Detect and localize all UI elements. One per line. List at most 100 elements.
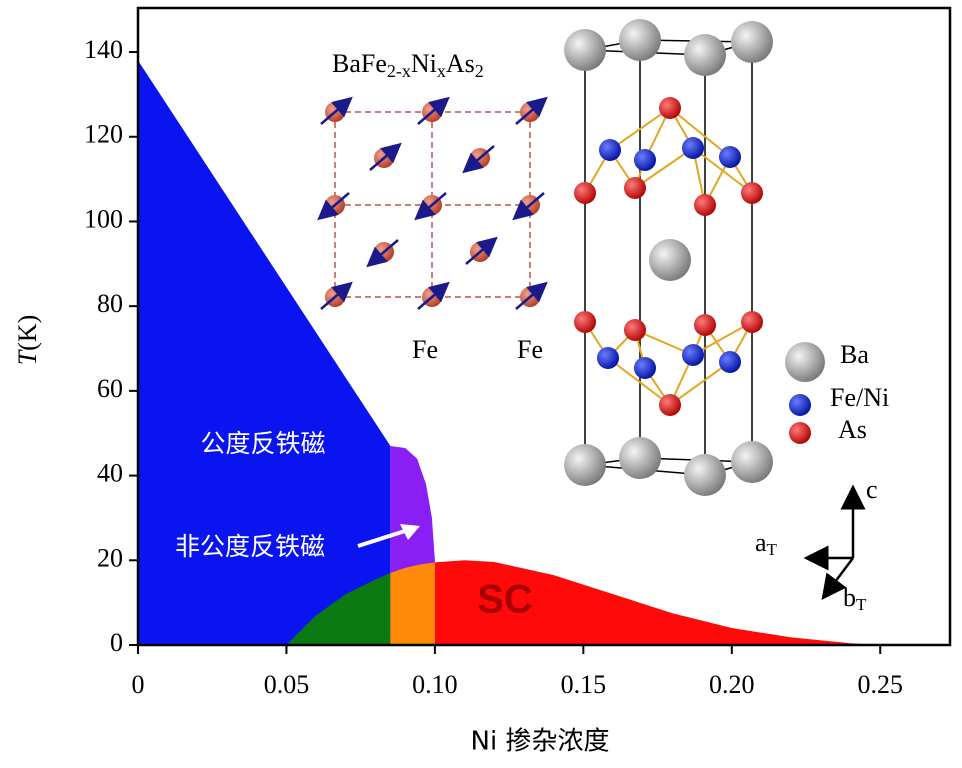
spin-arrow	[320, 281, 353, 310]
axis-label: c	[866, 475, 878, 504]
spin-arrow	[414, 192, 447, 221]
y-axis-label-symbol: T	[13, 349, 42, 365]
ba-atom	[684, 34, 726, 76]
ba-atom	[564, 29, 606, 71]
as-atom	[574, 311, 596, 333]
x-axis-label: Ni 掺杂浓度	[471, 727, 610, 757]
formula-part: BaFe	[332, 49, 387, 78]
y-tick-label: 140	[84, 35, 123, 64]
spin-arrow	[320, 96, 353, 125]
bond	[669, 361, 731, 406]
as-atom	[741, 311, 763, 333]
spin-arrow	[417, 96, 450, 125]
y-tick-label: 100	[84, 204, 123, 233]
y-tick-label: 60	[97, 374, 123, 403]
legend-label: Fe/Ni	[830, 383, 889, 412]
plot-area: 0 0.05 0.10 0.15 0.20 0.25 0 20 40 60 80 100 120 140	[84, 6, 952, 699]
y-tick-label: 0	[110, 628, 123, 657]
annotation-arrow	[357, 529, 406, 548]
fe-atom	[634, 357, 656, 379]
phase-region	[434, 560, 881, 645]
axis-b	[821, 557, 854, 600]
y-tick-label: 20	[97, 543, 123, 572]
phase-region	[138, 60, 391, 645]
fe-atom	[682, 344, 704, 366]
overlay: 公度反铁磁 非公度反铁磁 SC BaFe2-xNixAs2 Fe Fe Ba F…	[175, 19, 889, 622]
bond	[669, 107, 731, 158]
axis-label-part: a	[755, 528, 767, 557]
legend-as	[789, 422, 811, 444]
formula-sub: x	[437, 61, 446, 81]
x-tick-label: 0.25	[857, 670, 903, 699]
spin-arrow	[465, 236, 498, 265]
legend-label: As	[838, 415, 867, 444]
plot-frame	[136, 6, 952, 647]
y-tick-label: 120	[84, 120, 123, 149]
bond	[609, 107, 671, 151]
formula-sub: 2	[475, 61, 484, 81]
ba-atom	[684, 454, 726, 496]
formula-part: As	[446, 49, 475, 78]
annotation: SC	[477, 578, 533, 622]
as-atom	[741, 182, 763, 204]
bond	[692, 321, 753, 356]
fe-atom	[597, 347, 619, 369]
as-atom	[659, 97, 681, 119]
annotation: 公度反铁磁	[200, 429, 325, 458]
spin-arrow	[512, 192, 545, 221]
as-atom	[694, 314, 716, 336]
legend-ba	[785, 342, 825, 382]
spin-arrow	[317, 192, 350, 221]
as-atom	[574, 182, 596, 204]
fe-atom	[599, 139, 621, 161]
ba-atom	[731, 21, 773, 63]
annotation-arrowhead	[400, 524, 420, 540]
formula: BaFe2-xNixAs2	[332, 49, 484, 81]
x-tick-label: 0.10	[412, 670, 458, 699]
spin-arrow	[366, 239, 399, 268]
fe-atom	[719, 146, 741, 168]
x-tick-label: 0	[132, 670, 145, 699]
fe-atom	[682, 137, 704, 159]
as-atom	[694, 194, 716, 216]
legend-fe	[789, 394, 811, 416]
y-tick-label: 40	[97, 459, 123, 488]
axis-label-sub: T	[856, 595, 867, 614]
spin-arrow	[417, 281, 450, 310]
annotation: 非公度反铁磁	[175, 532, 325, 561]
y-tick-label: 80	[97, 289, 123, 318]
legend-label: Ba	[840, 340, 869, 369]
crystal-structure	[564, 19, 773, 496]
phase-region	[286, 572, 391, 645]
site-label: Fe	[517, 335, 543, 364]
y-axis-label-unit: (K)	[13, 315, 42, 351]
formula-part: Ni	[411, 49, 437, 78]
x-tick-label: 0.05	[264, 670, 310, 699]
fe-atom	[634, 149, 656, 171]
phase-region	[390, 562, 435, 645]
axis-label-sub: T	[767, 540, 778, 559]
y-axis-label: T(K)	[13, 315, 42, 366]
bond	[634, 147, 694, 189]
formula-sub: 2-x	[387, 61, 411, 81]
ba-atom	[731, 441, 773, 483]
spin-arrow	[369, 142, 402, 171]
ba-atom	[564, 444, 606, 486]
spin-arrow	[515, 96, 548, 125]
as-atom	[624, 177, 646, 199]
spin-arrow	[515, 281, 548, 310]
axis-label: bT	[843, 583, 867, 614]
x-tick-label: 0.15	[561, 670, 607, 699]
fe-atom	[719, 351, 741, 373]
as-atom	[624, 319, 646, 341]
spin-arrow	[462, 145, 495, 174]
ba-atom	[649, 239, 691, 281]
ba-atom	[619, 437, 661, 479]
bond	[607, 357, 671, 406]
x-tick-label: 0.20	[709, 670, 755, 699]
site-label: Fe	[412, 335, 438, 364]
axis-label: aT	[755, 528, 778, 559]
spin-lattice	[317, 96, 548, 310]
